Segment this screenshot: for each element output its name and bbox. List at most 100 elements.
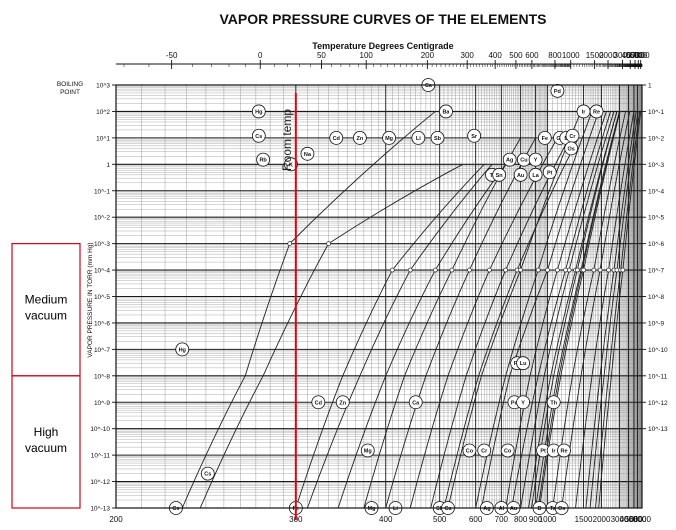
- element-label: Re: [561, 448, 568, 454]
- element-label-circle: [516, 395, 530, 410]
- curve-cr: [531, 111, 618, 509]
- element-label: Ir: [552, 448, 557, 454]
- right-axis-tick-label: 10^-13: [648, 426, 668, 433]
- element-label-circle: [284, 157, 298, 172]
- curve-ti: [552, 111, 626, 509]
- element-label-circle: [430, 130, 445, 145]
- x-axis-tick-label: 700: [495, 515, 509, 524]
- right-axis-tick-label: 10^-10: [648, 347, 668, 354]
- curve-marker: [407, 267, 413, 273]
- element-label-circle: [477, 443, 492, 458]
- curve-marker: [326, 241, 331, 246]
- element-label-circle: [251, 104, 266, 119]
- element-label-circle: [411, 130, 426, 145]
- annotations: Room temp Medium vacuum High vacuum: [11, 93, 297, 520]
- top-axis-tick-label: 500: [509, 51, 523, 60]
- curve-mg: [409, 137, 558, 509]
- top-axis-tick-label: 50: [317, 51, 326, 60]
- curve-marker: [555, 267, 560, 273]
- element-label: Cd: [333, 136, 340, 142]
- y-axis-title: VAPOR PRESSURE IN TORR (mm Hg): [87, 242, 94, 357]
- y-axis-tick-label: 10^-4: [94, 268, 110, 275]
- x-axis-tick-label: 200: [109, 515, 123, 524]
- element-label: Sr: [471, 134, 478, 140]
- element-label: Mg: [368, 506, 376, 512]
- curve-li: [430, 137, 570, 509]
- vacuum-range-label: vacuum: [25, 309, 67, 323]
- element-label-circle: [352, 130, 367, 145]
- curve-au: [535, 111, 620, 509]
- x-axis-tick-label: 3000: [611, 515, 629, 524]
- y-axis-tick-label: 10^-5: [94, 294, 110, 301]
- top-axis-tick-label: 0: [258, 51, 263, 60]
- element-label: Sb: [434, 136, 442, 142]
- element-label: Rb: [259, 158, 267, 164]
- right-axis-tick-label: 10^-8: [648, 294, 664, 301]
- element-label-circle: [550, 83, 565, 98]
- axes: -50 0 50 100 200 300 400 500 600 800 1000 150020003…: [90, 51, 668, 524]
- top-axis-tick-label: 6000: [629, 51, 647, 60]
- element-label: Sb: [436, 506, 444, 512]
- element-label: Cu: [520, 158, 527, 164]
- right-axis-tick-label: 1: [648, 83, 652, 90]
- x-axis-tick-label: 500: [433, 515, 447, 524]
- curve-pt: [561, 111, 631, 509]
- top-axis-title: Temperature Degrees Centigrade: [312, 41, 453, 51]
- element-label-circle: [311, 395, 326, 410]
- curve-pb: [481, 111, 600, 509]
- y-axis-tick-label: 10^1: [96, 135, 110, 142]
- element-label: Y: [521, 400, 525, 406]
- element-label: Li: [393, 506, 398, 512]
- element-label-circle: [335, 395, 350, 410]
- element-label-circle: [360, 443, 375, 458]
- element-label-circle: [439, 104, 453, 119]
- element-label: Co: [466, 448, 474, 454]
- curve-na: [337, 164, 506, 509]
- element-label: Al: [499, 506, 505, 512]
- y-axis-tick-label: 10^-2: [94, 215, 110, 222]
- curve-marker: [503, 267, 508, 273]
- element-label: Zn: [357, 136, 364, 142]
- element-label: Ir: [582, 109, 587, 115]
- top-axis-tick-label: 4000: [621, 51, 639, 60]
- x-axis-tick-label: 5000: [625, 515, 643, 524]
- element-label: Pt: [540, 448, 546, 454]
- element-label: Y: [534, 158, 538, 164]
- element-label-circle: [564, 141, 579, 156]
- vacuum-range-label: Medium: [25, 293, 68, 307]
- element-label: Li: [416, 136, 421, 142]
- element-label: Fe: [542, 136, 548, 142]
- right-axis-tick-label: 10^-12: [648, 400, 668, 407]
- element-label: Cs: [255, 134, 262, 140]
- curve-marker: [287, 241, 293, 246]
- element-label-circle: [528, 152, 543, 167]
- y-axis-tick-label: 10^-9: [94, 400, 110, 407]
- curve-marker: [389, 267, 395, 273]
- element-label: Ta: [550, 506, 557, 512]
- element-label: Mg: [364, 448, 372, 454]
- curve-al: [520, 111, 615, 509]
- element-label: Re: [593, 109, 600, 115]
- element-label: La: [532, 173, 539, 179]
- top-axis-tick-label: 3000: [614, 51, 632, 60]
- curve-marker: [467, 267, 472, 273]
- curve-k: [307, 164, 493, 509]
- element-label: Cs: [172, 506, 179, 512]
- vacuum-range-label: High: [34, 425, 59, 439]
- element-label: K: [289, 162, 293, 168]
- curve-marker: [606, 267, 611, 273]
- curve-ni: [539, 111, 621, 509]
- curve-cu: [528, 111, 618, 509]
- boiling-point-label-2: POINT: [60, 89, 80, 96]
- element-label: Ca: [444, 506, 452, 512]
- element-label-circle: [542, 165, 557, 180]
- y-axis-tick-label: 1: [106, 162, 110, 169]
- element-label: Zn: [339, 400, 346, 406]
- element-label-circle: [513, 167, 528, 182]
- x-axis-tick-label: 1500: [575, 515, 593, 524]
- x-axis-tick-label: 1000: [539, 515, 557, 524]
- element-label: Au: [510, 506, 517, 512]
- curve-nb: [589, 111, 639, 509]
- element-label-circle: [329, 130, 344, 145]
